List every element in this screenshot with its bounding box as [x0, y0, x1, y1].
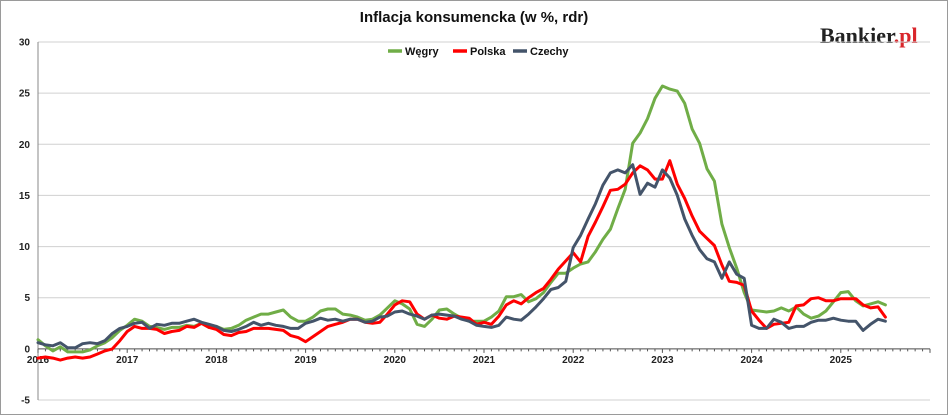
x-tick-label: 2021 — [473, 355, 496, 366]
x-tick-label: 2019 — [294, 355, 317, 366]
x-tick-label: 2017 — [116, 355, 139, 366]
x-tick-label: 2020 — [384, 355, 407, 366]
y-tick-label: 25 — [19, 89, 31, 100]
y-tick-label: 30 — [19, 38, 31, 49]
legend: Węgry Polska Czechy — [388, 46, 569, 58]
x-tick-label: 2016 — [27, 355, 50, 366]
series-line-1 — [36, 84, 887, 354]
series-lines — [36, 84, 887, 362]
bankier-logo: Bankier.pl — [820, 23, 918, 48]
y-tick-label: 10 — [19, 242, 31, 253]
chart-title: Inflacja konsumencka (w %, rdr) — [360, 9, 588, 26]
y-axis: -5 0 5 10 15 20 25 30 — [19, 38, 39, 407]
x-tick-label: 2022 — [562, 355, 585, 366]
y-tick-label: 20 — [19, 140, 31, 151]
legend-label: Węgry — [405, 46, 440, 58]
x-axis: 2016 2017 2018 2019 2020 2021 2022 2023 2024 2025 — [27, 348, 931, 366]
x-tick-label: 2024 — [740, 355, 763, 366]
x-tick-label: 2023 — [651, 355, 674, 366]
legend-label: Polska — [470, 46, 506, 58]
x-tick-label: 2025 — [830, 355, 853, 366]
x-tick-label: 2018 — [205, 355, 228, 366]
grid-lines — [38, 41, 930, 401]
legend-label: Czechy — [530, 46, 569, 58]
logo-text: Bankier.pl — [820, 23, 918, 48]
y-tick-label: 5 — [24, 293, 30, 304]
y-tick-label: 0 — [24, 344, 30, 355]
y-tick-label: 15 — [19, 191, 31, 202]
y-tick-label: -5 — [21, 396, 30, 407]
series-line-3 — [36, 163, 887, 350]
